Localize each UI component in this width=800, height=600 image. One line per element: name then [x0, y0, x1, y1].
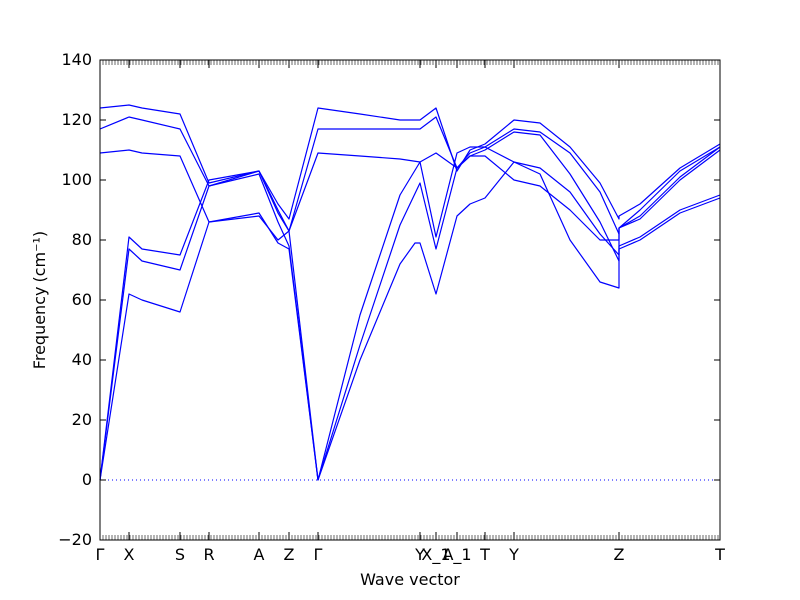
band-line-5 — [99, 116, 721, 235]
x-axis-title: Wave vector — [360, 570, 460, 589]
band-line-3 — [99, 146, 721, 481]
y-axis-unit: (cm⁻¹) — [30, 231, 49, 283]
y-tick-label: 60 — [72, 290, 92, 309]
y-ticks: −20 0 20 40 60 80 100 120 140 — [58, 50, 720, 549]
y-tick-label: 140 — [61, 50, 92, 69]
x-tick-label: Γ — [314, 545, 323, 564]
y-tick-label: 20 — [72, 410, 92, 429]
plot-frame — [99, 59, 721, 541]
x-tick-label: Y — [508, 545, 519, 564]
x-tick-label: A — [254, 545, 265, 564]
y-tick-label: 120 — [61, 110, 92, 129]
y-axis-title-text: Frequency — [30, 287, 49, 370]
x-tick-label: T — [479, 545, 490, 564]
x-tick-label: Z — [614, 545, 625, 564]
x-tick-label: S — [175, 545, 185, 564]
x-tick-label: Z — [284, 545, 295, 564]
x-tick-label: T — [714, 545, 725, 564]
y-tick-label: −20 — [58, 530, 92, 549]
x-tick-label: Y — [414, 545, 425, 564]
band-line-4 — [99, 146, 721, 241]
x-tick-label: A_1 — [442, 545, 471, 565]
y-axis-title: Frequency (cm⁻¹) — [30, 231, 49, 369]
y-tick-label: 100 — [61, 170, 92, 189]
y-tick-label: 0 — [82, 470, 92, 489]
series-layer — [99, 104, 721, 481]
y-tick-label: 40 — [72, 350, 92, 369]
band-line-6 — [99, 104, 721, 220]
x-tick-label: R — [203, 545, 214, 564]
x-tick-label: Γ — [96, 545, 105, 564]
x-tick-label: X_1 — [421, 545, 450, 565]
x-tick-label: X — [124, 545, 135, 564]
y-tick-label: 80 — [72, 230, 92, 249]
